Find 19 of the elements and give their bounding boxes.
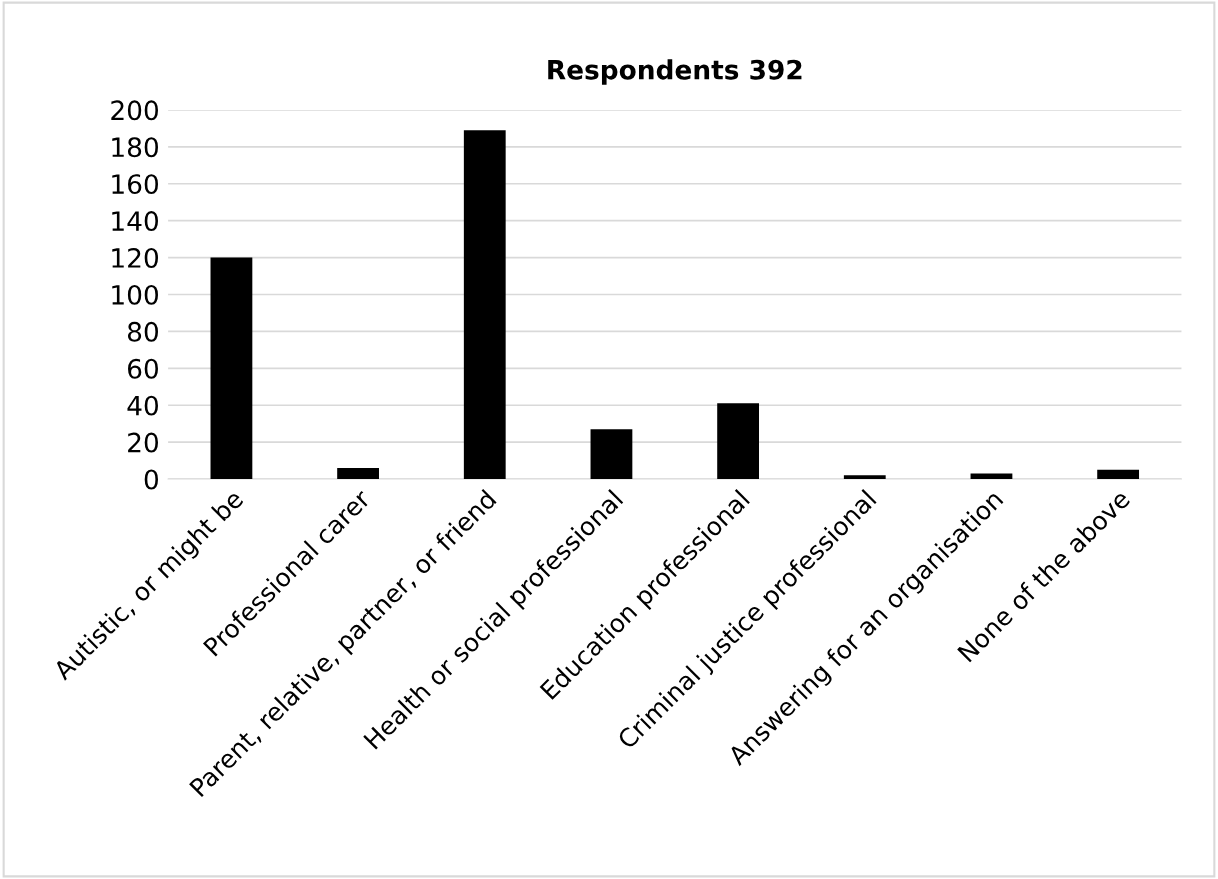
y-tick-label: 160 [112, 174, 158, 195]
y-tick-label: 20 [128, 432, 158, 453]
y-tick-label: 100 [112, 284, 158, 305]
y-tick-label: 200 [111, 100, 158, 121]
bar [463, 130, 506, 480]
y-tick-label: 60 [128, 358, 158, 379]
y-tick-label: 0 [144, 469, 158, 490]
bar [590, 429, 633, 480]
chart-title: Respondents 392 [548, 59, 802, 85]
y-tick-label: 40 [127, 395, 158, 416]
bar [1097, 469, 1140, 480]
y-tick-label: 180 [112, 137, 158, 158]
bar [337, 467, 379, 480]
y-tick-label: 120 [112, 247, 158, 268]
y-tick-label: 140 [112, 211, 158, 232]
bar [843, 475, 886, 480]
bar [210, 257, 253, 480]
bar [717, 403, 760, 480]
y-tick-label: 80 [127, 321, 158, 342]
